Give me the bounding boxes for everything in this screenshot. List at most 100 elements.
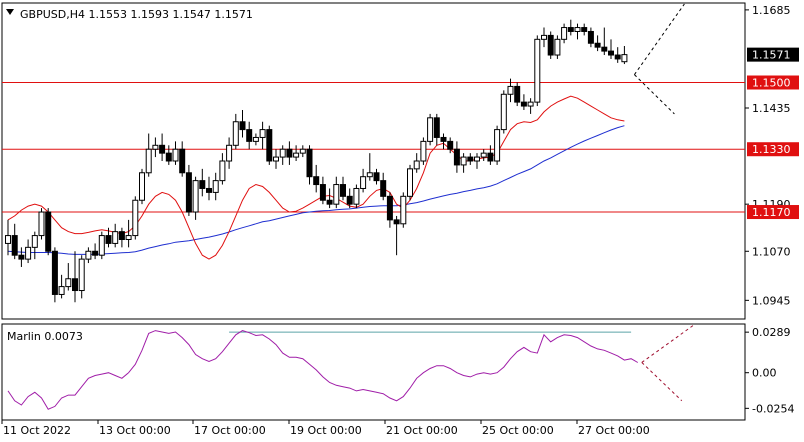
candle — [520, 94, 527, 110]
candle — [226, 137, 233, 169]
candle — [380, 172, 387, 201]
candle — [165, 145, 172, 165]
candle — [427, 113, 434, 146]
candle — [266, 125, 273, 165]
candle — [25, 239, 32, 264]
candle — [85, 247, 92, 264]
triangle-down-icon[interactable] — [6, 9, 14, 15]
candle — [480, 149, 487, 161]
candle — [527, 98, 534, 114]
level-price-label-3: 1.1170 — [752, 206, 791, 219]
forecast-down-line — [634, 74, 675, 115]
candle — [360, 168, 367, 193]
candle — [373, 168, 380, 185]
candle — [185, 164, 192, 216]
candle — [487, 145, 494, 165]
marlin-line — [7, 330, 639, 410]
level-price-label-1-box — [747, 75, 799, 90]
current-price-label-box — [747, 47, 799, 62]
candle — [299, 145, 306, 158]
candle — [474, 153, 480, 169]
candle — [72, 251, 78, 303]
current-price-label: 1.1571 — [752, 49, 791, 62]
candle — [440, 133, 447, 150]
candle — [279, 145, 286, 165]
candle — [11, 223, 18, 260]
indicator-name: Marlin 0.0073 — [7, 330, 83, 343]
candle — [239, 109, 246, 138]
candle — [420, 137, 427, 165]
candle — [232, 113, 239, 150]
candle — [534, 35, 541, 107]
level-price-label-1: 1.1500 — [752, 77, 791, 90]
ma-line-1 — [7, 125, 625, 255]
candle — [587, 27, 594, 48]
candle — [514, 82, 521, 107]
candle — [172, 141, 179, 165]
candle — [31, 231, 38, 260]
time-tick-label: 17 Oct 00:00 — [194, 424, 266, 437]
candle — [78, 255, 85, 299]
axes: 1.16851.14351.11901.10701.09450.02890.00… — [1, 4, 799, 437]
candle — [601, 27, 608, 56]
candle — [313, 164, 320, 193]
candle — [92, 243, 99, 260]
candle — [159, 133, 166, 161]
candle — [574, 23, 581, 40]
candle — [252, 133, 259, 146]
candle — [433, 113, 440, 146]
candle — [407, 164, 413, 201]
candle — [494, 125, 501, 165]
price-tick-label: 1.1685 — [752, 4, 791, 17]
candle — [58, 274, 65, 299]
candle — [206, 176, 212, 201]
forecast-up-line — [633, 3, 685, 75]
candle — [125, 219, 132, 248]
candle — [561, 23, 568, 44]
candle — [132, 196, 139, 240]
chart-title: GBPUSD,H4 1.1553 1.1593 1.1547 1.1571 — [20, 8, 253, 21]
candle — [460, 153, 467, 173]
candle — [567, 19, 574, 36]
candle — [594, 35, 601, 52]
marlin-oscillator — [7, 324, 695, 410]
candle — [621, 45, 628, 65]
candle — [467, 153, 474, 165]
candle — [105, 227, 112, 248]
candle — [286, 141, 293, 165]
candle — [179, 141, 186, 177]
candle — [326, 188, 333, 209]
candle — [18, 247, 25, 267]
candle — [333, 176, 340, 209]
candle — [541, 27, 547, 48]
indicator-tick-label: -0.0254 — [752, 402, 794, 415]
price-tick-label: 1.1435 — [752, 102, 791, 115]
candle — [98, 231, 105, 260]
candle — [386, 192, 393, 228]
candle — [306, 145, 313, 185]
candle — [453, 141, 460, 173]
indicator-forecast-up — [641, 324, 695, 363]
candle — [614, 47, 621, 63]
candle — [192, 176, 199, 220]
indicator-tick-label: 0.0289 — [752, 326, 791, 339]
candle — [246, 121, 253, 150]
price-tick-label: 1.1070 — [752, 245, 791, 258]
ma-line-2 — [7, 95, 625, 260]
candle — [51, 247, 58, 303]
candle — [219, 153, 226, 185]
level-price-label-2: 1.1330 — [752, 143, 791, 156]
candles — [5, 19, 628, 303]
price-tick-label: 1.0945 — [752, 294, 791, 307]
forecast-lines — [633, 3, 685, 115]
time-tick-label: 27 Oct 00:00 — [578, 424, 650, 437]
indicator-forecast-down — [641, 362, 683, 402]
price-panel-frame — [1, 2, 746, 320]
indicator-tick-label: 0.00 — [752, 367, 777, 380]
candle — [400, 192, 407, 228]
candle — [65, 263, 72, 291]
candle — [366, 153, 373, 181]
time-tick-label: 13 Oct 00:00 — [99, 424, 171, 437]
candle — [152, 137, 159, 158]
